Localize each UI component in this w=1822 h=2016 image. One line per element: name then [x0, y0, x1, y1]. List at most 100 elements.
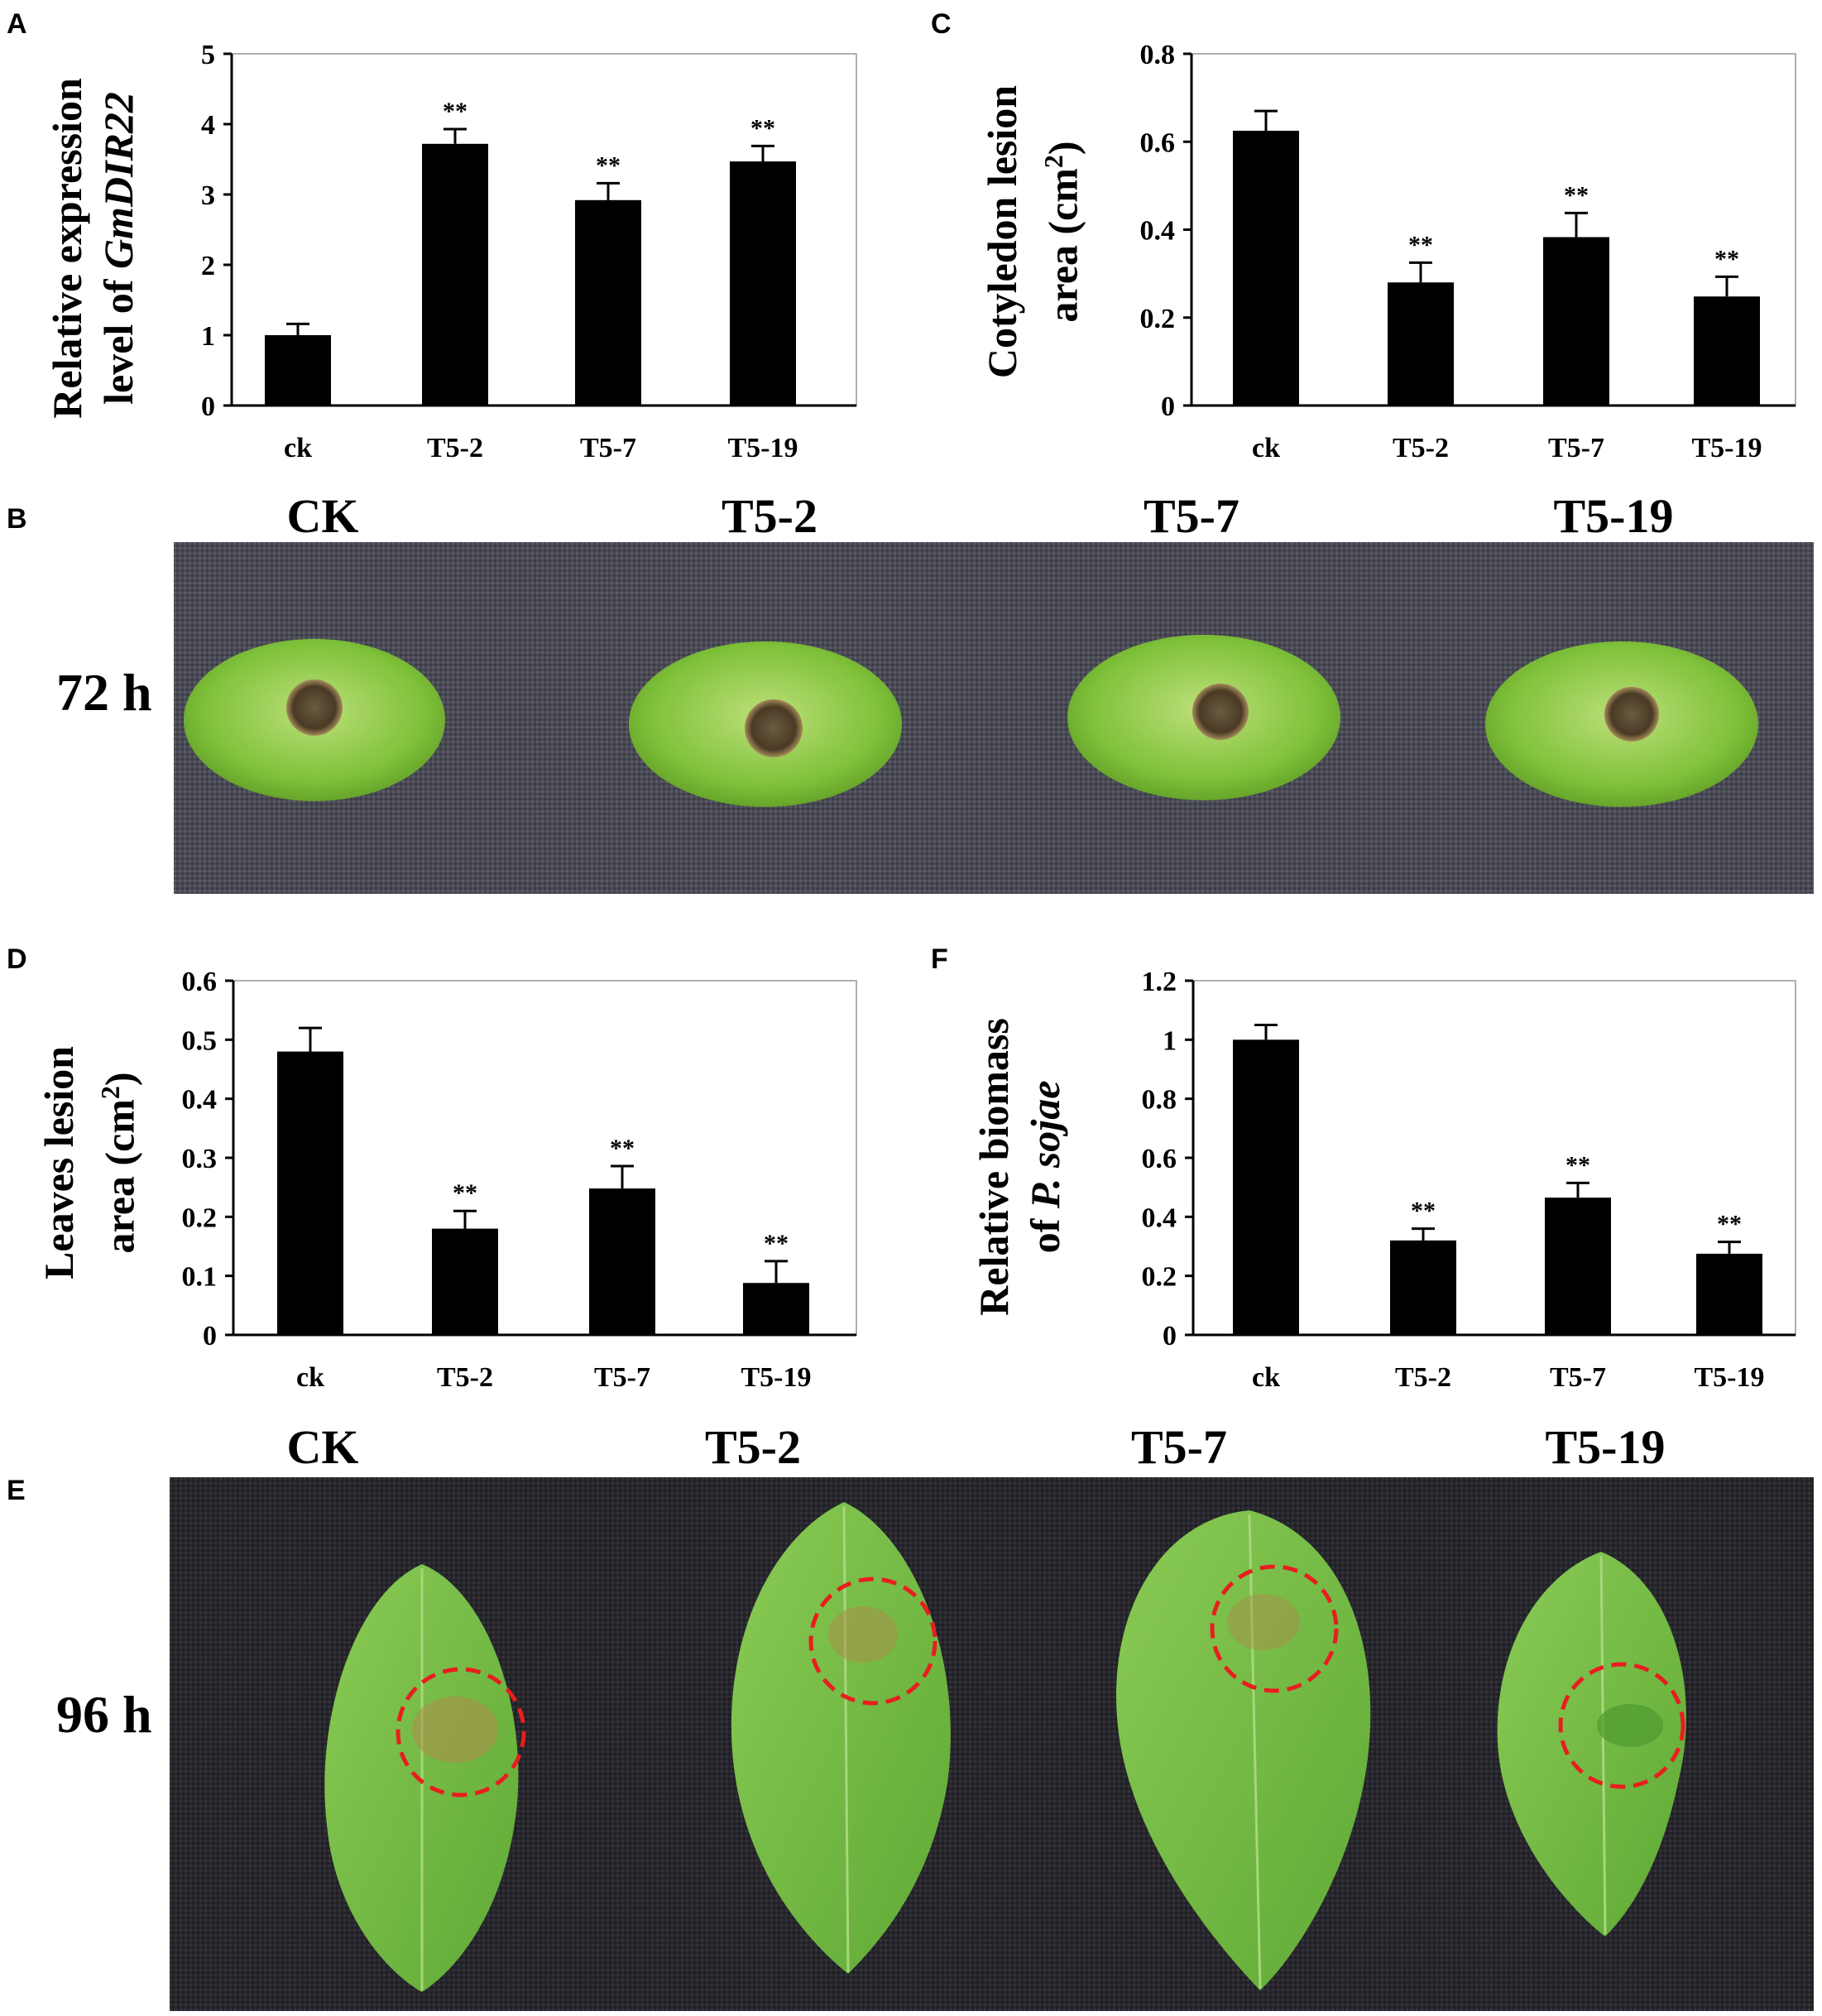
photo-e-title-t5-7: T5-7 — [1131, 1420, 1227, 1474]
lesion-circle-ck — [396, 1667, 526, 1798]
y-tick-label: 0 — [203, 1321, 217, 1351]
photo-e-time-label: 96 h — [56, 1685, 152, 1744]
y-tick-label: 0 — [201, 391, 215, 422]
x-tick-label: T5-7 — [1550, 1362, 1606, 1393]
y-tick-label: 0.6 — [1142, 1144, 1177, 1174]
cotyledon-t5-19 — [1485, 641, 1758, 807]
x-tick-label: ck — [1252, 1362, 1280, 1393]
y-tick-label: 4 — [201, 110, 215, 141]
x-tick-label: T5-19 — [728, 433, 798, 463]
photo-e-leaves — [170, 1477, 1814, 2011]
significance-label: ** — [750, 114, 775, 142]
bar — [1696, 1253, 1762, 1335]
bar — [1388, 282, 1454, 406]
bar — [422, 143, 488, 406]
y-tick-label: 0.8 — [1142, 1085, 1177, 1116]
x-tick-label: T5-19 — [1695, 1362, 1765, 1393]
y-tick-label: 1 — [201, 321, 215, 352]
panel-letter-b: B — [7, 503, 27, 535]
significance-label: ** — [1411, 1198, 1436, 1225]
x-tick-label: T5-19 — [1692, 433, 1762, 463]
x-tick-label: T5-7 — [1548, 433, 1604, 463]
bar — [1694, 296, 1760, 406]
significance-label: ** — [1408, 231, 1433, 258]
x-tick-label: T5-7 — [594, 1362, 650, 1393]
lesion-circle-t5-7 — [1210, 1564, 1339, 1693]
bar — [432, 1228, 498, 1335]
lesion-circle-t5-19 — [1558, 1662, 1685, 1789]
bar — [1390, 1240, 1456, 1335]
bar — [1543, 237, 1609, 406]
y-tick-label: 0.2 — [1140, 304, 1176, 334]
panel-letter-d: D — [7, 943, 27, 975]
y-tick-label: 0.4 — [1142, 1202, 1177, 1233]
x-tick-label: T5-2 — [427, 433, 483, 463]
photo-b-title-t5-19: T5-19 — [1553, 489, 1674, 543]
bar — [589, 1188, 655, 1335]
photo-b-time-label: 72 h — [56, 663, 152, 722]
photo-e-svg — [170, 1477, 1814, 2011]
x-tick-label: T5-19 — [741, 1362, 812, 1393]
y-tick-label: 0.4 — [1140, 216, 1176, 247]
photo-b-title-t5-7: T5-7 — [1144, 489, 1239, 543]
photo-b-svg — [174, 542, 1814, 894]
x-tick-label: ck — [1252, 433, 1280, 463]
leaf-t5-2 — [731, 1502, 951, 1974]
photo-b-title-t5-2: T5-2 — [722, 489, 818, 543]
bar — [1233, 130, 1299, 406]
bar — [277, 1051, 343, 1335]
significance-label: ** — [443, 98, 467, 125]
photo-b-title-ck: CK — [286, 489, 359, 543]
y-tick-label: 0.2 — [1142, 1262, 1177, 1293]
photo-b-cotyledons — [174, 542, 1814, 894]
panel-letter-a: A — [7, 8, 27, 40]
significance-label: ** — [1565, 1151, 1590, 1178]
x-tick-label: T5-2 — [437, 1362, 493, 1393]
bar — [575, 199, 641, 406]
bar — [1545, 1198, 1611, 1335]
y-tick-label: 0.8 — [1140, 40, 1176, 70]
lesion-circle-t5-2 — [808, 1577, 937, 1706]
x-tick-label: ck — [284, 433, 312, 463]
x-tick-label: ck — [296, 1362, 324, 1393]
chart-f-svg: 0 0.2 0.4 0.6 0.8 1 1.2 ck ** T5-2 ** T5-7 ** T5-19 — [1142, 967, 1796, 1393]
bar — [1233, 1039, 1299, 1335]
y-tick-label: 0 — [1161, 391, 1175, 422]
cotyledon-t5-2 — [629, 641, 902, 807]
bar — [730, 161, 796, 406]
significance-label: ** — [1717, 1211, 1742, 1238]
panel-letter-c: C — [931, 8, 952, 40]
chart-d: Leaves lesion area (cm2) 0 0.1 0.2 0.3 0.4 0.… — [0, 931, 910, 1411]
y-tick-label: 2 — [201, 251, 215, 281]
x-tick-label: T5-2 — [1395, 1362, 1451, 1393]
cotyledon-t5-7 — [1067, 635, 1340, 800]
significance-label: ** — [610, 1135, 635, 1162]
y-tick-label: 0.6 — [182, 967, 218, 997]
y-tick-label: 0.6 — [1140, 127, 1176, 158]
significance-label: ** — [1564, 181, 1589, 209]
chart-a-svg: 0 1 2 3 4 5 ck ** T5-2 ** T5-7 ** T5-19 — [201, 40, 857, 463]
y-tick-label: 3 — [201, 180, 215, 211]
leaf-ck — [324, 1564, 526, 1992]
chart-f: Relative biomass of P. sojae 0 0.2 0.4 0.6 0… — [918, 931, 1822, 1411]
y-tick-label: 0.1 — [182, 1262, 218, 1293]
leaf-t5-7 — [1115, 1510, 1371, 1990]
bar — [265, 335, 331, 406]
significance-label: ** — [596, 151, 621, 179]
y-tick-label: 1.2 — [1142, 967, 1177, 997]
panel-letter-f: F — [931, 943, 948, 975]
y-tick-label: 5 — [201, 40, 215, 70]
significance-label: ** — [1714, 245, 1739, 272]
photo-e-title-t5-19: T5-19 — [1545, 1420, 1666, 1474]
chart-c-svg: 0 0.2 0.4 0.6 0.8 ck ** T5-2 ** T5-7 ** T5-19 — [1140, 40, 1796, 463]
y-tick-label: 0 — [1163, 1321, 1177, 1351]
y-tick-label: 1 — [1163, 1025, 1177, 1056]
chart-d-svg: 0 0.1 0.2 0.3 0.4 0.5 0.6 ck ** T5-2 ** T5-7 ** T5-19 — [182, 967, 857, 1393]
x-tick-label: T5-7 — [580, 433, 636, 463]
chart-c: Cotyledon lesion area (cm2) 0 0.2 0.4 0.6 0.… — [918, 0, 1822, 480]
bar — [743, 1283, 809, 1335]
y-tick-label: 0.5 — [182, 1025, 218, 1056]
y-tick-label: 0.4 — [182, 1085, 218, 1116]
panel-letter-e: E — [7, 1475, 26, 1506]
